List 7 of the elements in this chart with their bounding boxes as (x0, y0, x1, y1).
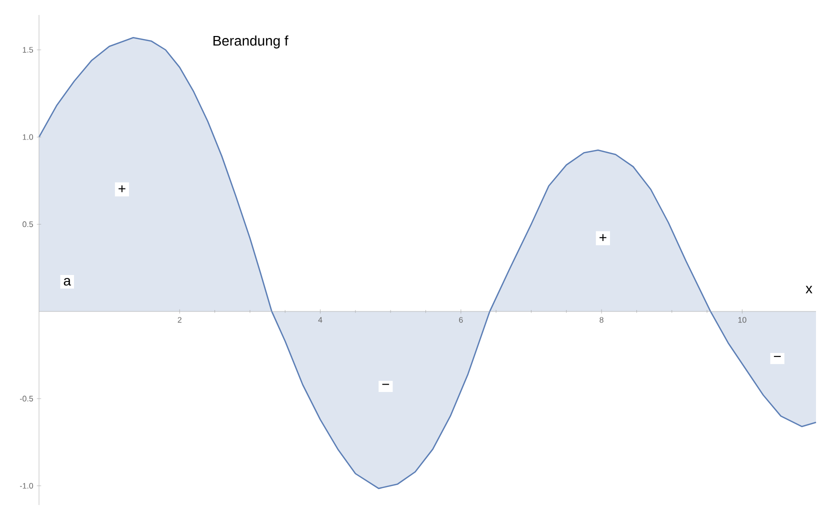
annotation: + (118, 185, 126, 192)
x-axis-title: x (806, 286, 812, 294)
annotation: a (64, 278, 72, 286)
text: Berandung f (213, 35, 288, 48)
annotation: − (382, 384, 390, 385)
annotation: − (774, 356, 781, 357)
annotation: + (600, 234, 606, 242)
